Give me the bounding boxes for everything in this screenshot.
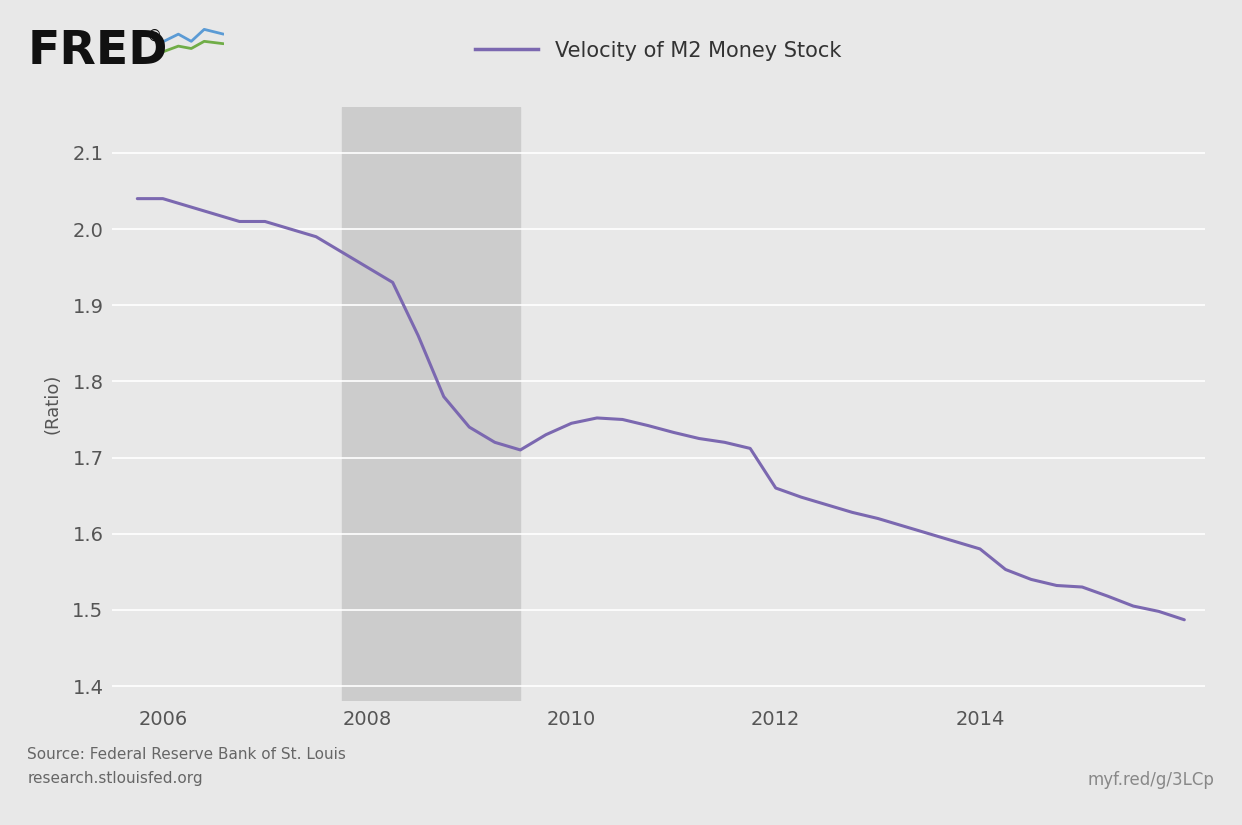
- Text: FRED: FRED: [27, 29, 168, 74]
- Legend: Velocity of M2 Money Stock: Velocity of M2 Money Stock: [476, 40, 841, 61]
- Text: research.stlouisfed.org: research.stlouisfed.org: [27, 771, 202, 786]
- Text: Source: Federal Reserve Bank of St. Louis: Source: Federal Reserve Bank of St. Loui…: [27, 747, 347, 761]
- Bar: [342, 107, 520, 701]
- Y-axis label: (Ratio): (Ratio): [43, 374, 61, 435]
- Text: ®: ®: [147, 29, 161, 44]
- Text: myf.red/g/3LCp: myf.red/g/3LCp: [1088, 771, 1215, 790]
